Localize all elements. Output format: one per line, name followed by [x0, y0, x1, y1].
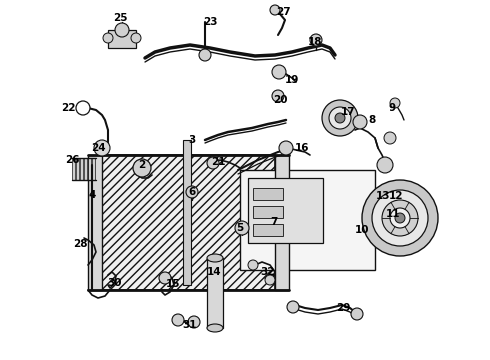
Text: 28: 28 [73, 239, 87, 249]
Circle shape [188, 316, 200, 328]
Text: 6: 6 [188, 187, 196, 197]
Text: 29: 29 [336, 303, 350, 313]
Circle shape [382, 200, 418, 236]
Bar [248, 178, 323, 243]
Circle shape [186, 186, 198, 198]
Circle shape [390, 208, 410, 228]
Circle shape [235, 221, 249, 235]
Text: 21: 21 [211, 157, 225, 167]
Ellipse shape [207, 324, 223, 332]
Circle shape [265, 275, 275, 285]
Text: 13: 13 [376, 191, 390, 201]
Text: 5: 5 [236, 223, 244, 233]
Text: 11: 11 [386, 209, 400, 219]
Circle shape [199, 49, 211, 61]
Circle shape [94, 140, 110, 156]
Bar [72, 158, 75, 180]
Text: 9: 9 [389, 103, 395, 113]
Circle shape [335, 113, 345, 123]
Text: 17: 17 [341, 107, 355, 117]
Circle shape [372, 190, 428, 246]
Bar [275, 155, 289, 290]
Text: 26: 26 [65, 155, 79, 165]
Text: 27: 27 [276, 7, 290, 17]
Circle shape [395, 213, 405, 223]
Bar [207, 258, 223, 328]
Bar [240, 170, 375, 270]
Text: 22: 22 [61, 103, 75, 113]
Circle shape [159, 272, 171, 284]
Text: 4: 4 [88, 190, 96, 200]
Circle shape [329, 107, 351, 129]
Text: 14: 14 [207, 267, 221, 277]
Text: 8: 8 [368, 115, 376, 125]
Bar [253, 224, 283, 236]
Circle shape [353, 115, 367, 129]
Text: 3: 3 [188, 135, 196, 145]
Ellipse shape [207, 254, 223, 262]
Bar [80, 158, 83, 180]
Circle shape [384, 132, 396, 144]
Bar [92, 158, 95, 180]
Bar [76, 158, 79, 180]
Text: 23: 23 [203, 17, 217, 27]
Circle shape [76, 101, 90, 115]
Text: 12: 12 [389, 191, 403, 201]
Text: 18: 18 [308, 37, 322, 47]
Text: 32: 32 [261, 267, 275, 277]
Bar [253, 206, 283, 218]
Circle shape [272, 90, 284, 102]
Bar [88, 155, 102, 290]
Text: 10: 10 [355, 225, 369, 235]
Circle shape [207, 157, 219, 169]
Circle shape [248, 260, 258, 270]
Circle shape [362, 180, 438, 256]
Circle shape [390, 98, 400, 108]
Circle shape [322, 100, 358, 136]
Bar [84, 158, 87, 180]
Text: 15: 15 [166, 279, 180, 289]
Text: 2: 2 [138, 160, 146, 170]
Bar [108, 30, 136, 48]
Circle shape [310, 34, 322, 46]
Circle shape [133, 159, 151, 177]
Circle shape [272, 65, 286, 79]
Text: 25: 25 [113, 13, 127, 23]
Circle shape [270, 5, 280, 15]
Circle shape [287, 301, 299, 313]
Text: 20: 20 [273, 95, 287, 105]
Circle shape [103, 33, 113, 43]
Bar [100, 155, 275, 290]
Text: 16: 16 [295, 143, 309, 153]
Text: 19: 19 [285, 75, 299, 85]
Text: 7: 7 [270, 217, 278, 227]
Circle shape [115, 23, 129, 37]
Circle shape [172, 314, 184, 326]
Circle shape [131, 33, 141, 43]
Circle shape [377, 157, 393, 173]
Circle shape [279, 141, 293, 155]
Text: 24: 24 [91, 143, 105, 153]
Circle shape [351, 308, 363, 320]
Bar [253, 188, 283, 200]
Bar [183, 140, 191, 285]
Text: 31: 31 [183, 320, 197, 330]
Text: 30: 30 [108, 278, 122, 288]
Bar [88, 158, 91, 180]
